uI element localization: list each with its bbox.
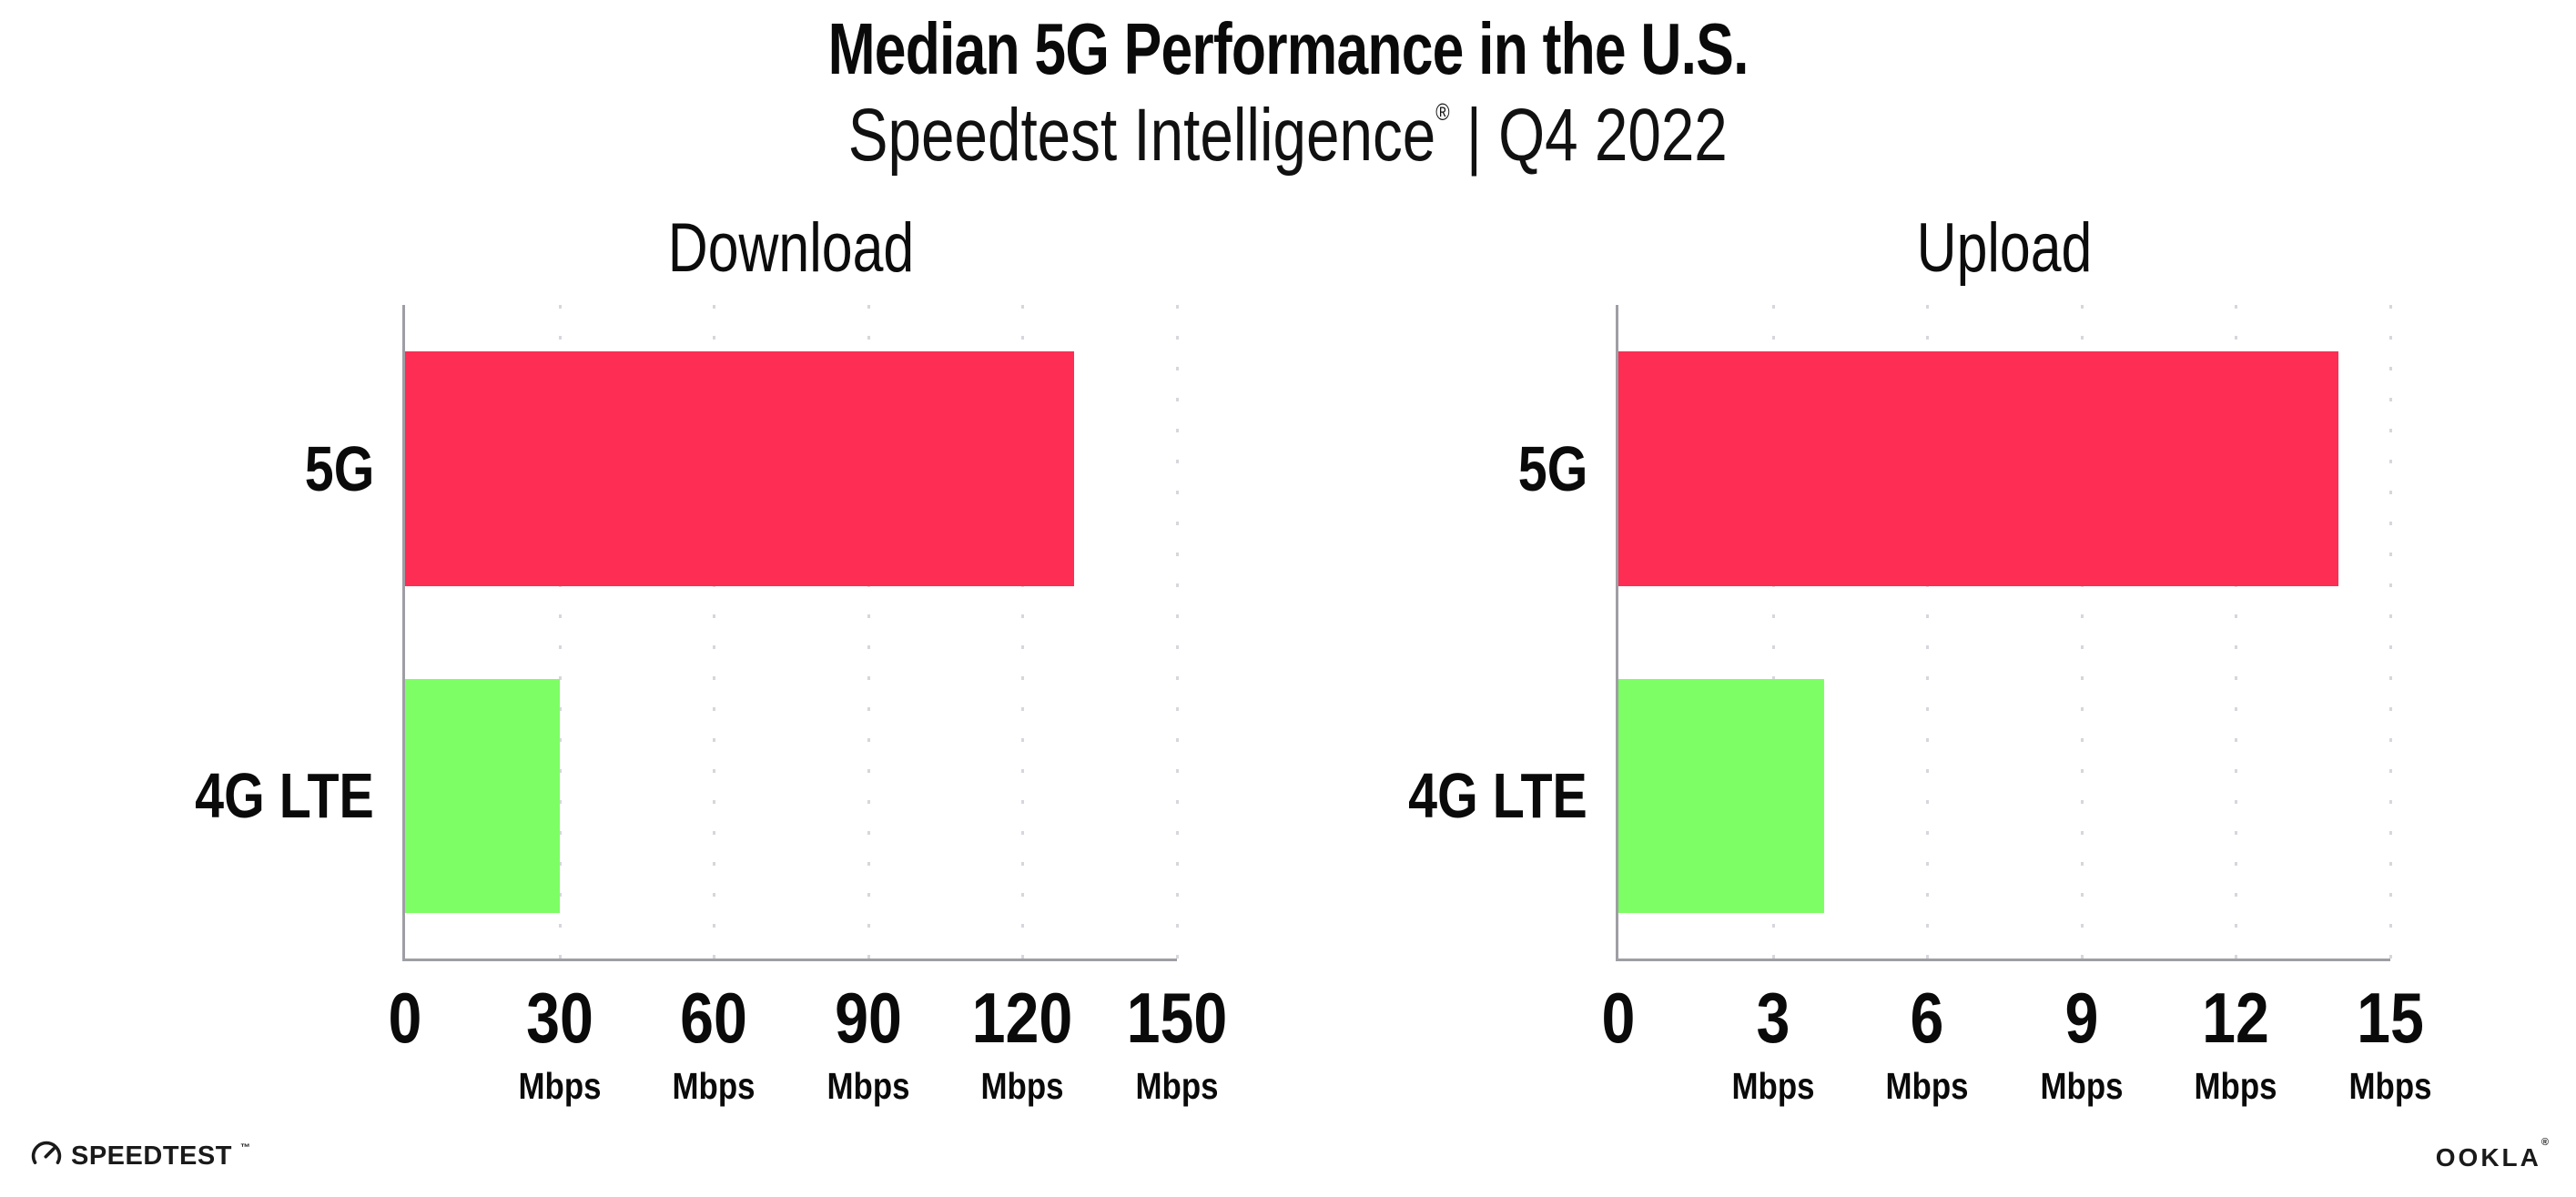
gridline [1176, 305, 1179, 959]
x-axis-tick: 90 Mbps [750, 982, 987, 1105]
page-subtitle-text: Speedtest Intelligence® | Q4 2022 [848, 98, 1728, 173]
x-tick-unit: Mbps [1731, 1065, 1815, 1107]
x-tick-unit: Mbps [980, 1065, 1064, 1107]
x-tick-value: 0 [1601, 978, 1636, 1058]
download-chart: Download 0 30 Mbps 60 Mbps 90 Mbps 120 Mbps 150 Mb… [195, 214, 1227, 1105]
trademark-mark: ™ [239, 1142, 250, 1153]
ookla-registered-mark: ® [2541, 1137, 2549, 1148]
x-tick-value: 60 [680, 978, 748, 1058]
x-tick-value: 90 [834, 978, 902, 1058]
x-tick-unit: Mbps [2194, 1065, 2277, 1107]
x-axis-tick: 9 Mbps [1963, 982, 2200, 1105]
page-title-text: Median 5G Performance in the U.S. [827, 8, 1749, 89]
gridline [1926, 305, 1930, 959]
subtitle-brand: Speedtest Intelligence [847, 94, 1436, 177]
x-tick-unit: Mbps [1885, 1065, 1969, 1107]
gridline [2389, 305, 2392, 959]
speedtest-logo-text: SPEEDTEST [71, 1141, 232, 1171]
x-axis-tick: 3 Mbps [1655, 982, 1891, 1105]
ookla-logo-text: OOKLA [2435, 1143, 2541, 1172]
registered-mark: ® [1435, 98, 1450, 126]
x-tick-value: 15 [2357, 978, 2424, 1058]
category-label: 5G [304, 433, 374, 505]
x-tick-unit: Mbps [518, 1065, 602, 1107]
x-tick-unit: Mbps [1135, 1065, 1219, 1107]
x-tick-value: 6 [1910, 978, 1944, 1058]
5g-bar [405, 350, 1074, 586]
x-axis-tick: 12 Mbps [2117, 982, 2354, 1105]
x-tick-value: 9 [2064, 978, 2099, 1058]
gridline [2235, 305, 2238, 959]
5g-bar [1618, 350, 2339, 586]
gridline [1771, 305, 1775, 959]
x-axis-tick: 30 Mbps [441, 982, 678, 1105]
x-tick-value: 0 [388, 978, 422, 1058]
x-tick-value: 150 [1126, 978, 1228, 1058]
x-axis-tick: 150 Mbps [1059, 982, 1295, 1105]
x-tick-unit: Mbps [672, 1065, 756, 1107]
ookla-logo: OOKLA ® [2435, 1137, 2549, 1172]
x-axis-tick: 60 Mbps [595, 982, 832, 1105]
x-tick-value: 12 [2202, 978, 2270, 1058]
category-label: 4G LTE [1408, 760, 1587, 832]
upload-chart: Upload 0 3 Mbps 6 Mbps 9 Mbps 12 Mbps 15 Mbps 5G 4G… [1408, 214, 2431, 1105]
x-axis-tick: 0 [1500, 982, 1737, 1053]
x-tick-value: 120 [972, 978, 1073, 1058]
upload-chart-title: Upload [1916, 209, 2093, 287]
gauge-icon [31, 1141, 62, 1164]
4g-lte-bar [405, 678, 560, 914]
x-axis-tick: 0 [287, 982, 523, 1053]
x-tick-unit: Mbps [2348, 1065, 2432, 1107]
4g-lte-bar [1618, 678, 1825, 914]
download-chart-title: Download [667, 209, 915, 287]
gridline [558, 305, 562, 959]
gridline [1021, 305, 1025, 959]
x-tick-value: 30 [525, 978, 593, 1058]
x-tick-unit: Mbps [827, 1065, 910, 1107]
subtitle-period: | Q4 2022 [1449, 94, 1729, 177]
x-axis-tick: 120 Mbps [904, 982, 1141, 1105]
x-axis-tick: 15 Mbps [2272, 982, 2509, 1105]
gridline [713, 305, 716, 959]
x-tick-value: 3 [1756, 978, 1790, 1058]
speedtest-logo: SPEEDTEST ™ [30, 1140, 250, 1172]
category-label: 5G [1517, 433, 1587, 505]
page-title: Median 5G Performance in the U.S. [0, 13, 2576, 86]
category-label: 4G LTE [195, 760, 374, 832]
x-axis-tick: 6 Mbps [1809, 982, 2045, 1105]
gridline [867, 305, 870, 959]
gridline [2080, 305, 2084, 959]
page-subtitle: Speedtest Intelligence® | Q4 2022 [0, 98, 2576, 173]
x-tick-unit: Mbps [2040, 1065, 2124, 1107]
